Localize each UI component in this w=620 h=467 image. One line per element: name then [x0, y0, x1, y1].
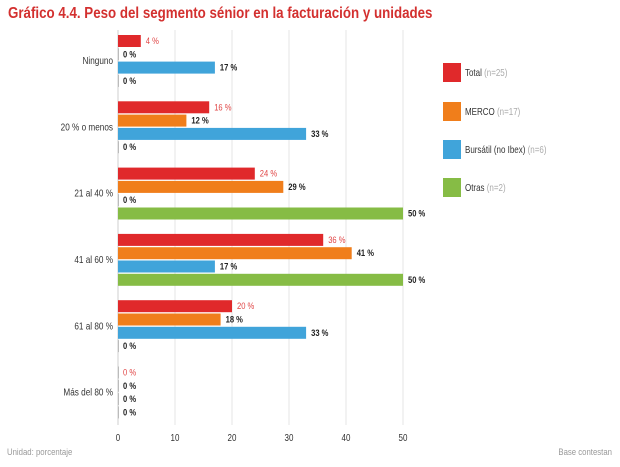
- data-label: 17 %: [220, 261, 238, 272]
- data-label: 41 %: [357, 247, 375, 258]
- bar: [118, 114, 187, 127]
- data-label: 0 %: [123, 380, 136, 391]
- category-label: 61 al 80 %: [74, 321, 113, 332]
- bar: [118, 194, 119, 207]
- legend-series-note: (n=17): [497, 106, 520, 117]
- data-label: 18 %: [226, 314, 244, 325]
- legend-series-name: MERCO: [465, 106, 497, 117]
- data-label: 0 %: [123, 75, 136, 86]
- legend-label: MERCO (n=17): [465, 106, 520, 117]
- legend-swatch: [443, 140, 461, 159]
- x-tick-label: 30: [285, 432, 294, 443]
- legend-label: Bursátil (no Ibex) (n=6): [465, 144, 547, 155]
- data-label: 0 %: [123, 407, 136, 418]
- data-label: 16 %: [214, 101, 232, 112]
- legend-series-name: Otras: [465, 182, 487, 193]
- bar: [118, 260, 215, 273]
- legend-series-name: Bursátil (no Ibex): [465, 144, 528, 155]
- x-tick-label: 40: [342, 432, 351, 443]
- footnote-unit: Unidad: porcentaje: [7, 446, 72, 457]
- x-tick-label: 20: [228, 432, 237, 443]
- bar: [118, 141, 119, 154]
- bar: [118, 74, 119, 87]
- bar: [118, 313, 221, 326]
- data-label: 50 %: [408, 274, 426, 285]
- data-label: 0 %: [123, 340, 136, 351]
- x-tick-label: 10: [171, 432, 180, 443]
- bar: [118, 247, 352, 260]
- bar: [118, 300, 232, 313]
- data-label: 0 %: [123, 48, 136, 59]
- data-label: 4 %: [146, 35, 159, 46]
- data-label: 12 %: [191, 115, 209, 126]
- bar: [118, 406, 119, 419]
- legend-label: Total (n=25): [465, 67, 507, 78]
- data-label: 24 %: [260, 168, 278, 179]
- legend-swatch: [443, 178, 461, 197]
- bar: [118, 127, 307, 140]
- legend-series-note: (n=2): [487, 182, 506, 193]
- bar: [118, 167, 255, 180]
- legend-label: Otras (n=2): [465, 182, 506, 193]
- bar: [118, 35, 141, 47]
- data-label: 0 %: [123, 194, 136, 205]
- bar: [118, 233, 324, 246]
- bar: [118, 366, 119, 379]
- legend-series-note: (n=25): [484, 67, 507, 78]
- data-label: 36 %: [328, 234, 346, 245]
- data-label: 50 %: [408, 208, 426, 219]
- data-label: 20 %: [237, 300, 255, 311]
- bar: [118, 340, 119, 353]
- data-label: 17 %: [220, 62, 238, 73]
- data-label: 0 %: [123, 393, 136, 404]
- bar: [118, 393, 119, 406]
- category-label: Ninguno: [83, 55, 113, 66]
- category-label: Más del 80 %: [63, 387, 113, 398]
- chart-title: Gráfico 4.4. Peso del segmento sénior en…: [8, 5, 433, 22]
- legend-series-name: Total: [465, 67, 484, 78]
- bar: [118, 379, 119, 392]
- bar: [118, 48, 119, 61]
- x-tick-label: 0: [116, 432, 120, 443]
- bar: [118, 180, 284, 193]
- bar: [118, 273, 403, 286]
- category-label: 20 % o menos: [61, 122, 114, 133]
- data-label: 0 %: [123, 141, 136, 152]
- x-tick-label: 50: [399, 432, 408, 443]
- bar: [118, 326, 307, 339]
- data-label: 29 %: [288, 181, 306, 192]
- legend-swatch: [443, 63, 461, 82]
- bar: [118, 207, 403, 220]
- bar: [118, 101, 210, 114]
- category-label: 41 al 60 %: [74, 254, 113, 265]
- data-label: 33 %: [311, 128, 329, 139]
- legend-series-note: (n=6): [528, 144, 547, 155]
- bar: [118, 61, 215, 74]
- category-label: 21 al 40 %: [74, 188, 113, 199]
- footnote-base: Base contestan: [558, 446, 612, 457]
- data-label: 0 %: [123, 367, 136, 378]
- legend-swatch: [443, 102, 461, 121]
- data-label: 33 %: [311, 327, 329, 338]
